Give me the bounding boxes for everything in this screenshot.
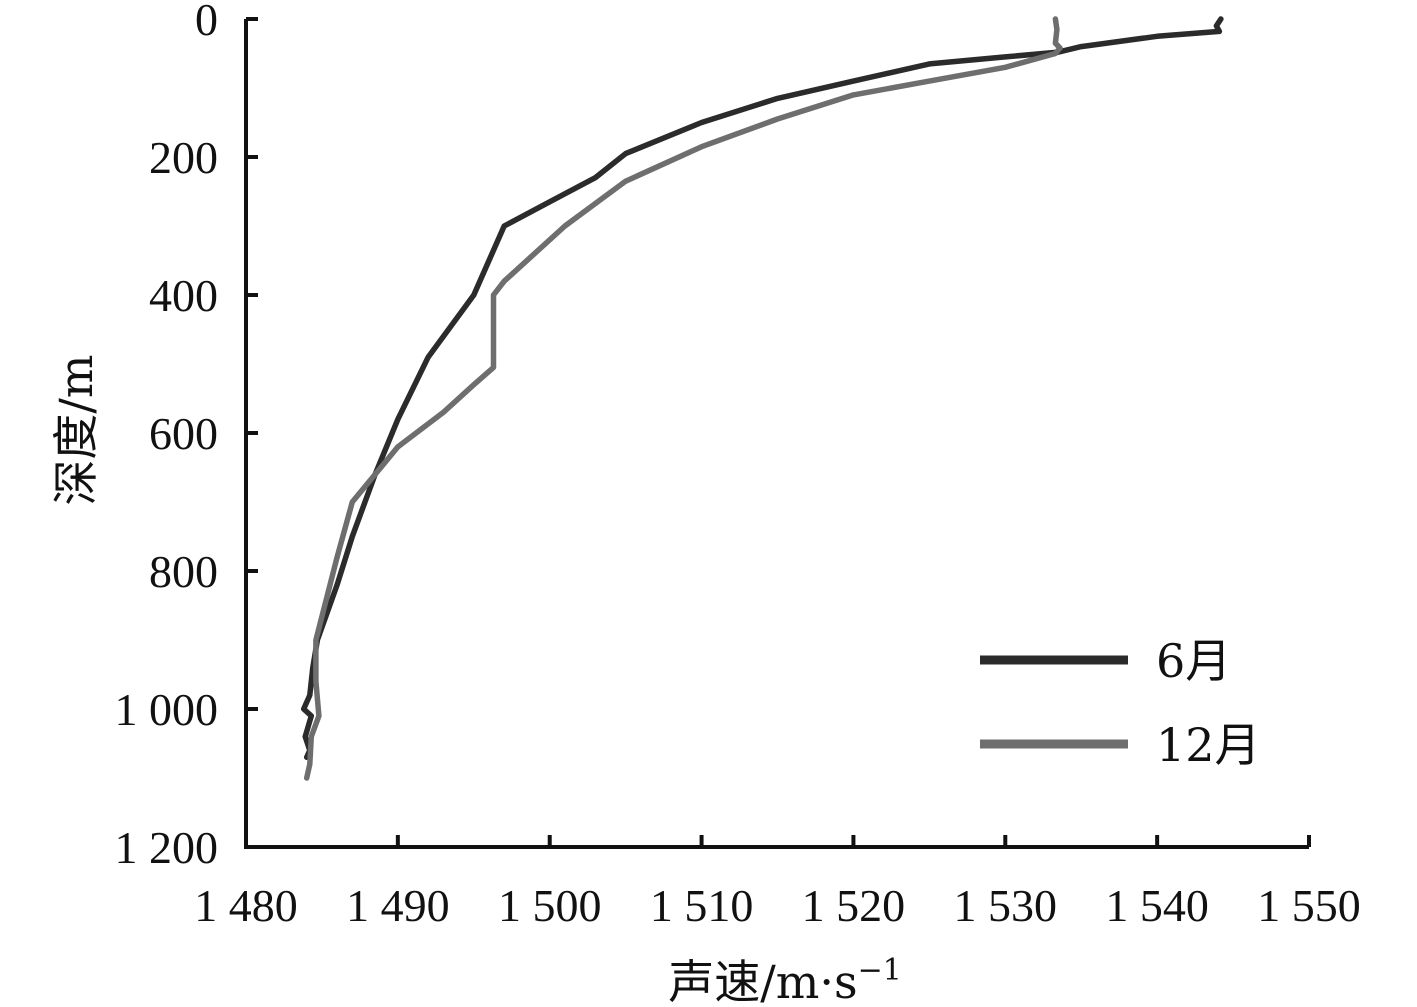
series-lines bbox=[300, 16, 1224, 781]
y-axis-title: 深度/m bbox=[49, 354, 103, 505]
x-axis-ticks: 1 480 1 490 1 500 1 510 1 520 1 530 1 540 1 550 bbox=[194, 835, 1361, 931]
y-tick-label: 200 bbox=[149, 132, 218, 183]
x-tick-label: 1 540 bbox=[1105, 880, 1209, 931]
y-axis-ticks: 0 200 400 600 800 1 000 1 200 bbox=[115, 0, 258, 873]
axes bbox=[244, 19, 1309, 849]
x-tick-label: 1 520 bbox=[802, 880, 906, 931]
legend: 6月 12月 bbox=[980, 634, 1261, 772]
x-axis-title-superscript: −1 bbox=[858, 953, 902, 988]
y-tick-label: 600 bbox=[149, 408, 218, 459]
x-axis-title: 声速/m·s−1 bbox=[668, 953, 902, 1007]
series-line-2 bbox=[303, 16, 1063, 781]
x-tick-label: 1 550 bbox=[1257, 880, 1361, 931]
y-tick-label: 1 000 bbox=[115, 684, 219, 735]
x-tick-label: 1 530 bbox=[954, 880, 1058, 931]
y-tick-label: 0 bbox=[195, 0, 218, 45]
y-tick-label: 800 bbox=[149, 546, 218, 597]
legend-label-2: 12月 bbox=[1156, 718, 1261, 772]
x-tick-label: 1 510 bbox=[650, 880, 754, 931]
x-tick-label: 1 480 bbox=[194, 880, 298, 931]
legend-label-1: 6月 bbox=[1156, 634, 1231, 688]
x-tick-label: 1 490 bbox=[346, 880, 450, 931]
y-tick-label: 400 bbox=[149, 270, 218, 321]
y-tick-label: 1 200 bbox=[115, 822, 219, 873]
series-line-1 bbox=[300, 16, 1224, 761]
x-tick-label: 1 500 bbox=[498, 880, 602, 931]
